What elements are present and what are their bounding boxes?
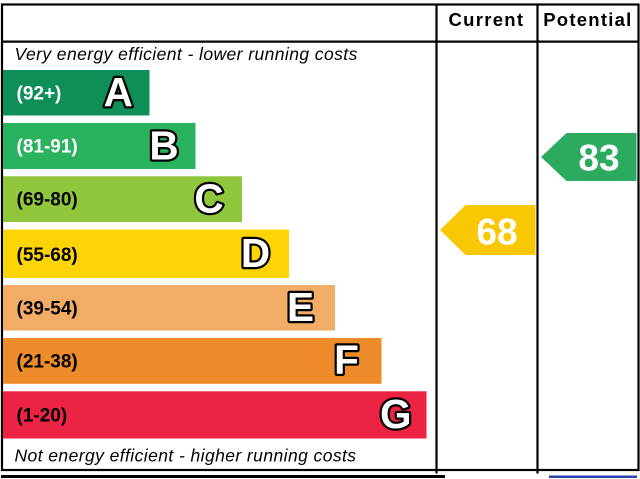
- svg-text:(39-54): (39-54): [17, 299, 78, 320]
- svg-text:E: E: [287, 284, 314, 330]
- svg-text:Potential: Potential: [543, 9, 632, 30]
- svg-text:(81-91): (81-91): [17, 137, 78, 158]
- svg-text:68: 68: [476, 211, 517, 252]
- svg-text:B: B: [149, 122, 178, 168]
- svg-text:C: C: [194, 176, 223, 222]
- svg-text:(55-68): (55-68): [17, 245, 78, 266]
- svg-text:Not energy efficient - higher: Not energy efficient - higher running co…: [15, 446, 357, 466]
- svg-text:Very energy efficient - lower: Very energy efficient - lower running co…: [15, 44, 358, 64]
- svg-text:(69-80): (69-80): [17, 190, 78, 211]
- svg-text:(92+): (92+): [17, 84, 62, 105]
- svg-text:F: F: [334, 337, 359, 383]
- svg-text:83: 83: [578, 138, 619, 179]
- svg-text:Current: Current: [448, 9, 524, 30]
- svg-text:G: G: [380, 391, 412, 437]
- svg-text:(1-20): (1-20): [17, 406, 68, 427]
- svg-text:(21-38): (21-38): [17, 352, 78, 373]
- svg-text:D: D: [241, 230, 270, 276]
- svg-text:A: A: [104, 69, 133, 115]
